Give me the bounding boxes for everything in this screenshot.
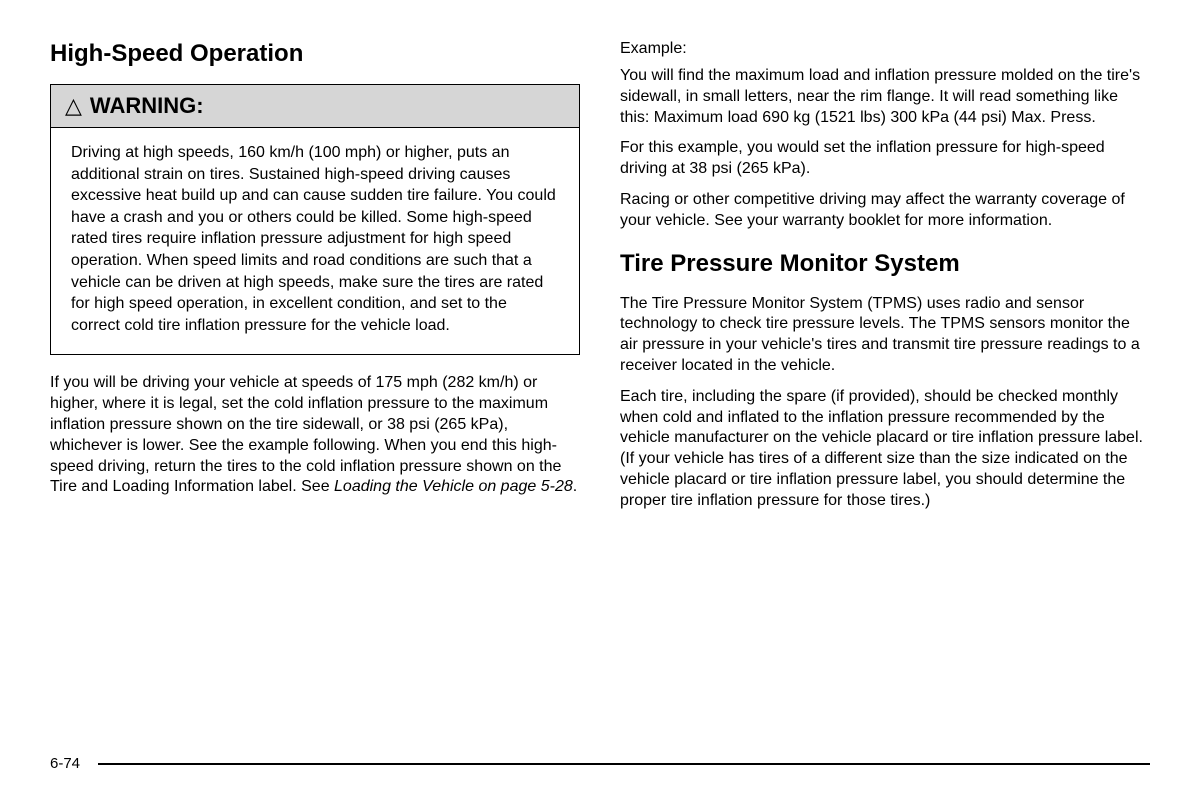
loading-vehicle-ref: Loading the Vehicle on page 5-28 xyxy=(334,478,573,495)
page-number: 6-74 xyxy=(50,755,80,772)
left-para-1b: . xyxy=(573,478,577,495)
heading-tpms: Tire Pressure Monitor System xyxy=(620,250,1150,278)
example-label: Example: xyxy=(620,40,1150,58)
right-column: Example: You will find the maximum load … xyxy=(620,40,1150,740)
page-footer: 6-74 xyxy=(50,755,1150,772)
page-content: High-Speed Operation △ WARNING: Driving … xyxy=(50,40,1150,740)
warning-triangle-icon: △ xyxy=(65,95,82,117)
right-para-4: The Tire Pressure Monitor System (TPMS) … xyxy=(620,294,1150,377)
left-para-1: If you will be driving your vehicle at s… xyxy=(50,373,580,498)
warning-body: Driving at high speeds, 160 km/h (100 mp… xyxy=(51,128,579,354)
left-column: High-Speed Operation △ WARNING: Driving … xyxy=(50,40,580,740)
warning-label: WARNING: xyxy=(90,93,204,119)
warning-box: △ WARNING: Driving at high speeds, 160 k… xyxy=(50,84,580,355)
right-para-5: Each tire, including the spare (if provi… xyxy=(620,387,1150,512)
footer-rule xyxy=(98,763,1150,765)
right-para-3: Racing or other competitive driving may … xyxy=(620,190,1150,232)
right-para-1: You will find the maximum load and infla… xyxy=(620,66,1150,128)
warning-header: △ WARNING: xyxy=(51,85,579,128)
right-para-2: For this example, you would set the infl… xyxy=(620,138,1150,180)
heading-high-speed: High-Speed Operation xyxy=(50,40,580,68)
